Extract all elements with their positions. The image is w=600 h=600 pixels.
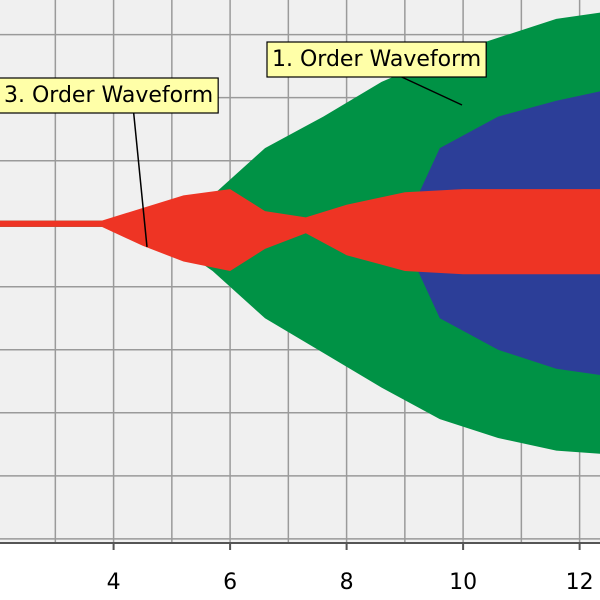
x-tick-label: 10 (449, 570, 477, 595)
axes (0, 542, 600, 550)
x-tick-label: 8 (340, 570, 354, 595)
callout-box-order3 (0, 77, 219, 114)
callout-box-order1 (266, 41, 487, 78)
callout-leader-order1 (401, 76, 463, 106)
callouts: 1. Order Waveform 3. Order Waveform (0, 41, 487, 248)
x-tick-label: 6 (223, 570, 237, 595)
series-areas (0, 12, 600, 454)
x-tick-labels: 4 6 8 10 12 (107, 570, 594, 595)
series-area-3 (0, 189, 600, 275)
callout-label-order1: 1. Order Waveform (272, 47, 481, 72)
x-tick-label: 12 (566, 570, 594, 595)
callout-label-order3: 3. Order Waveform (4, 83, 213, 108)
x-tick-label: 4 (107, 570, 121, 595)
callout-leader-order3 (132, 112, 148, 248)
